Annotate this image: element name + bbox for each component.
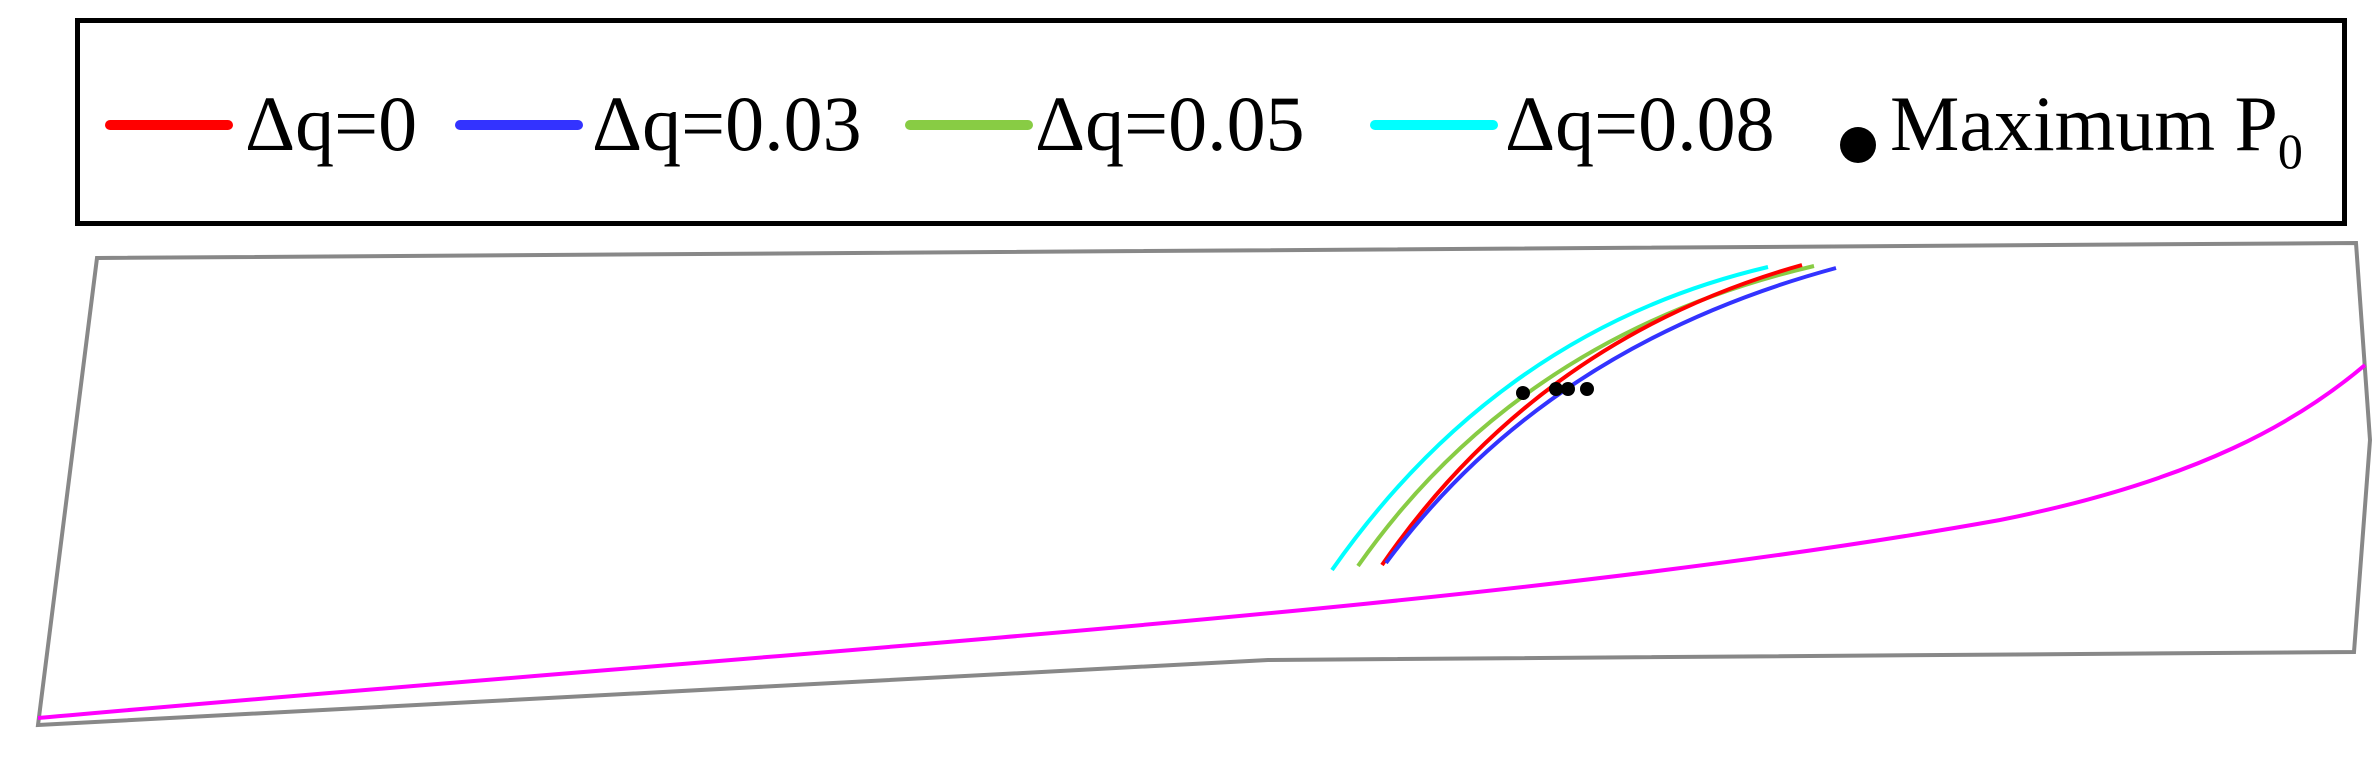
legend-maximum-subscript: 0: [2277, 123, 2303, 179]
curve-dq5: [1356, 264, 1815, 568]
legend-box: Δq=0 Δq=0.03 Δq=0.05 Δq=0.08 Maximum P0: [75, 18, 2347, 226]
legend-label-dq5: Δq=0.05: [1035, 80, 1305, 167]
maximum-point-dq0: [1561, 382, 1575, 396]
legend-marker-dot: [1840, 127, 1876, 163]
legend-line-dq5: [905, 120, 1033, 130]
legend-line-dq3: [455, 120, 583, 130]
maximum-point-dq8: [1516, 386, 1530, 400]
curve-dq8: [1330, 265, 1769, 572]
maximum-point-dq5: [1549, 382, 1563, 396]
legend-line-dq0: [105, 120, 233, 130]
boundary-curve: [37, 363, 2367, 720]
legend-line-dq8: [1370, 120, 1498, 130]
curve-dq3: [1384, 266, 1837, 565]
blade-outline: [35, 240, 2373, 728]
legend-label-dq3: Δq=0.03: [592, 80, 862, 167]
legend-label-dq0: Δq=0: [245, 80, 418, 167]
legend-label-maximum: Maximum P0: [1890, 79, 2303, 196]
maximum-point-dq3: [1580, 382, 1594, 396]
curve-dq0: [1380, 263, 1803, 567]
legend-label-dq8: Δq=0.08: [1505, 80, 1775, 167]
legend-maximum-text: Maximum P: [1890, 80, 2278, 167]
